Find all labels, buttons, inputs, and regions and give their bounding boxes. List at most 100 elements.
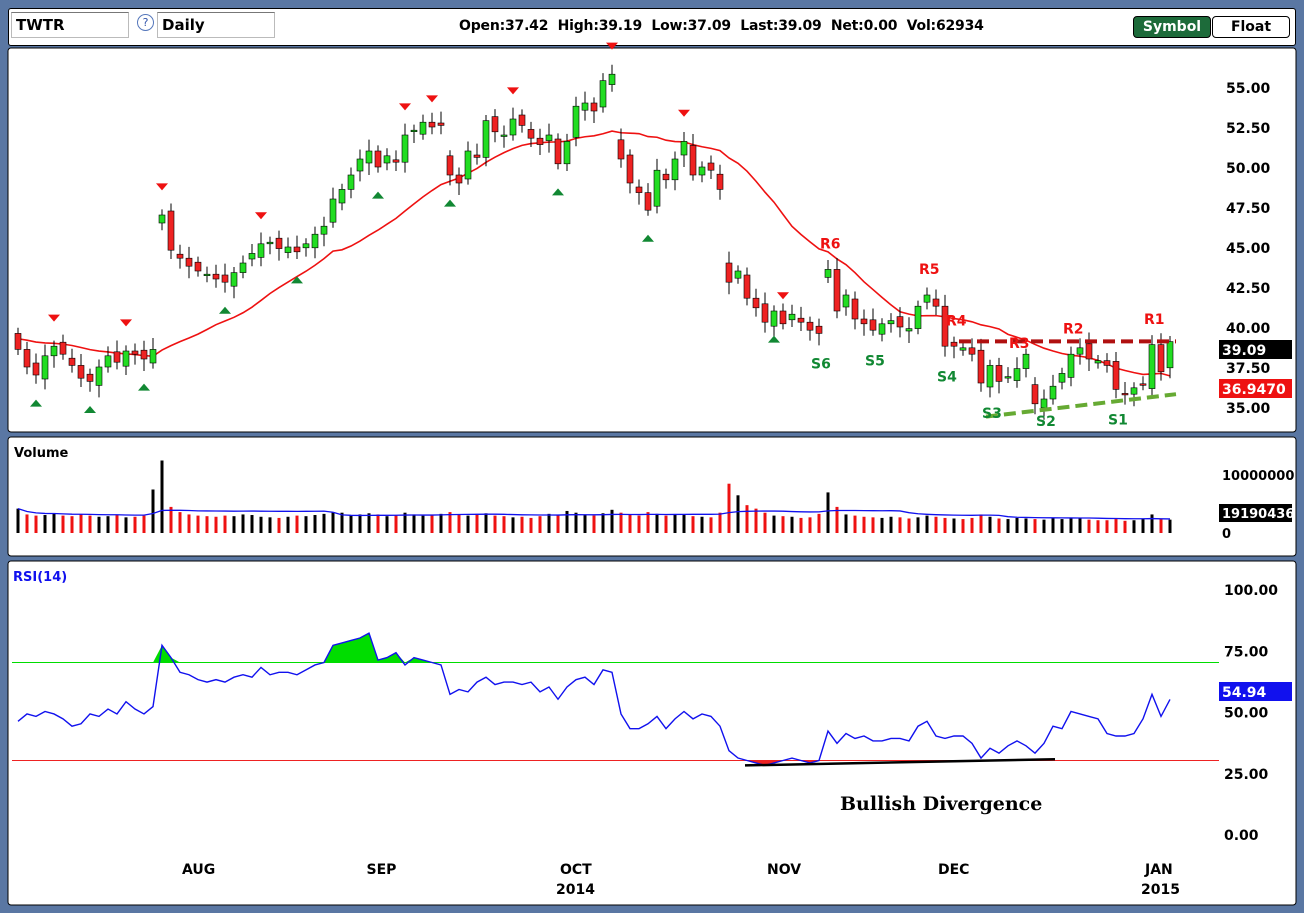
candle [230,272,238,287]
candle [1022,353,1030,369]
candle [266,241,274,245]
volume-bar [772,515,776,533]
candle [32,362,40,376]
volume-bar [925,515,929,533]
candle [518,114,526,126]
volume-bar [952,518,956,533]
volume-bar [1060,519,1064,533]
candle [1103,360,1111,366]
candle [788,313,796,321]
candle [680,141,688,156]
volume-bar [259,516,263,533]
volume-bar [511,517,515,533]
candle [311,233,319,249]
candle [1148,344,1156,389]
volume-bar [1051,518,1055,533]
candle [923,294,931,303]
candle [914,305,922,329]
price-axis-tick: 52.50 [1226,121,1271,137]
candle [905,328,913,332]
volume-title: Volume [14,446,69,461]
volume-bar [988,516,992,533]
volume-panel [7,436,1297,557]
x-axis-month: DEC [938,862,969,878]
volume-bar [196,515,200,533]
volume-bar [16,508,20,533]
level-label: S4 [937,369,957,385]
candle [851,298,859,320]
volume-bar [1096,520,1100,533]
level-label: S1 [1108,413,1128,429]
volume-bar [655,513,659,533]
candle [239,262,247,273]
volume-bar [817,513,821,533]
volume-bar [295,515,299,533]
candle [158,214,166,224]
volume-bar [214,516,218,533]
candle [581,102,589,111]
volume-bar [1114,519,1118,533]
candle [212,273,220,280]
support-marker [444,199,456,207]
price-axis-tick: 47.50 [1226,201,1271,217]
x-axis-month: SEP [367,862,397,878]
volume-axis-tick: 10000000 [1222,469,1294,484]
volume-axis-tick: 0 [1222,527,1231,542]
interval-select[interactable]: Daily [157,12,275,38]
candle [1076,347,1084,355]
volume-bar [268,517,272,533]
candle [455,174,463,184]
candle [1130,387,1138,395]
candle [671,158,679,181]
volume-bar [1159,518,1163,533]
level-label: R1 [1144,312,1165,328]
candle [707,162,715,171]
candle [122,350,130,367]
candle [374,150,382,168]
price-axis-tick: 50.00 [1226,161,1271,177]
candle [563,141,571,165]
volume-bar [1168,519,1172,533]
volume-bar [979,514,983,533]
volume-bar [403,512,407,533]
toolbar: TWTR ? Daily Open:37.42 High:39.19 Low:3… [8,8,1296,46]
support-marker [219,306,231,314]
candle [1040,398,1048,409]
volume-bar [223,515,227,533]
volume-bar [637,515,641,533]
symbol-input[interactable]: TWTR [11,12,129,38]
last-price-box [1219,340,1292,359]
volume-bar [610,509,614,533]
float-button[interactable]: Float [1212,16,1290,38]
volume-bar [133,516,137,533]
candle [383,155,391,164]
volume-bar [934,516,938,533]
symbol-button[interactable]: Symbol [1133,16,1211,38]
candle [104,355,112,368]
volume-bar [304,516,308,533]
volume-bar [844,514,848,533]
ma-value-box [1219,379,1292,398]
volume-bar [421,515,425,533]
candle [1139,383,1147,386]
help-icon[interactable]: ? [137,14,154,31]
volume-bar [718,512,722,533]
candle [698,166,706,176]
volume-bar [439,513,443,533]
candle [437,122,445,126]
volume-bar [61,515,65,533]
rsi-axis-tick: 25.00 [1224,767,1269,783]
candle [824,269,832,278]
candle [662,173,670,181]
volume-bar [1033,519,1037,533]
volume-bar [520,516,524,533]
volume-bar [142,515,146,533]
support-marker [642,234,654,242]
candle [1013,368,1021,381]
volume-bar [493,515,497,533]
volume-bar [205,516,209,533]
volume-bar [700,516,704,533]
candle [473,154,481,158]
x-axis-month: JAN [1144,862,1173,878]
candle [716,173,724,190]
